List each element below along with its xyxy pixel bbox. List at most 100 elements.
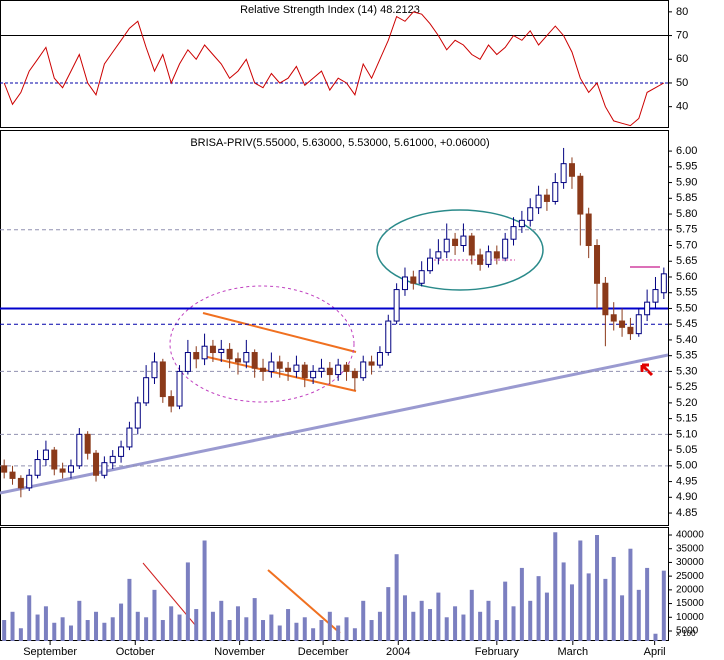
volume-bar: [177, 614, 182, 641]
candle-body: [234, 358, 241, 363]
volume-bar: [620, 595, 625, 641]
y-tick-label: 5.50: [676, 302, 697, 314]
volume-bar: [27, 595, 32, 641]
y-tick-label: 5.80: [676, 208, 697, 220]
y-tick-label: 5.20: [676, 397, 697, 409]
candle-body: [543, 194, 550, 202]
candle-body: [218, 348, 225, 354]
rsi-panel: [0, 0, 669, 128]
candle-body: [468, 235, 475, 256]
y-tick-label: 5.05: [676, 444, 697, 456]
volume-bar: [18, 628, 23, 641]
y-tick-label: 5.35: [676, 350, 697, 362]
candle-body: [310, 370, 317, 379]
volume-bar: [277, 625, 282, 641]
candle-body: [301, 364, 308, 379]
volume-bar: [428, 609, 433, 641]
volume-bar: [578, 540, 583, 641]
volume-bar: [377, 611, 382, 641]
candle-body: [535, 194, 542, 209]
volume-bar: [511, 606, 516, 641]
candle-body: [585, 213, 592, 247]
trend-line: [0, 353, 669, 495]
y-tick-label: 4.95: [676, 475, 697, 487]
pattern-ellipse: [376, 209, 544, 291]
candle-body: [243, 352, 250, 363]
candle-body: [660, 273, 667, 294]
candle-body: [34, 459, 41, 476]
candle-body: [67, 465, 74, 473]
y-tick-label: 20000: [676, 584, 704, 595]
candle-body: [644, 301, 651, 316]
y-tick-label: 5.45: [676, 318, 697, 330]
y-tick-label: 4.90: [676, 491, 697, 503]
candle-body: [193, 352, 200, 360]
price-panel: [0, 130, 669, 526]
volume-bar: [43, 606, 48, 641]
volume-bar: [653, 633, 658, 641]
volume-bar: [586, 573, 591, 641]
candle-body: [627, 326, 634, 335]
candle-body: [251, 352, 258, 369]
y-tick-label: 5000: [676, 626, 699, 637]
volume-bar: [286, 609, 291, 641]
y-tick-label: 70: [676, 29, 688, 41]
volume-bar: [269, 614, 274, 641]
volume-bar: [611, 556, 616, 641]
candle-body: [260, 367, 267, 372]
price-title: BRISA-PRIV(5.55000, 5.63000, 5.53000, 5.…: [190, 137, 489, 149]
candle-body: [493, 251, 500, 259]
channel-upper: [202, 312, 357, 353]
candle-body: [602, 282, 609, 316]
volume-bar: [603, 578, 608, 641]
candle-body: [594, 245, 601, 284]
y-tick-label: 5.85: [676, 192, 697, 204]
volume-bar: [628, 548, 633, 641]
volume-bar: [311, 628, 316, 641]
candle-body: [527, 207, 534, 221]
y-tick-label: 5.75: [676, 224, 697, 236]
y-tick-label: 40000: [676, 530, 704, 541]
volume-bar: [110, 617, 115, 641]
volume-bar: [68, 625, 73, 641]
volume-bar: [569, 584, 574, 641]
volume-bar: [185, 562, 190, 641]
candle-body: [84, 433, 91, 454]
candle-body: [109, 455, 116, 464]
candle-body: [42, 449, 49, 461]
candle-body: [418, 270, 425, 284]
candle-body: [460, 235, 467, 247]
candle-body: [276, 361, 283, 369]
y-tick-label: 5.65: [676, 255, 697, 267]
y-tick-label: 10000: [676, 612, 704, 623]
candle-body: [360, 361, 367, 379]
candle-body: [427, 257, 434, 272]
candle-body: [368, 361, 375, 366]
volume-bar: [419, 600, 424, 641]
volume-bar: [85, 620, 90, 641]
candle-body: [17, 477, 24, 489]
candle-body: [159, 361, 166, 398]
candle-body: [485, 251, 492, 265]
volume-bar: [252, 598, 257, 641]
y-tick-label: 4.85: [676, 507, 697, 519]
candle-body: [401, 276, 408, 291]
volume-bar: [561, 562, 566, 641]
y-tick-label: 30000: [676, 557, 704, 568]
volume-bar: [469, 589, 474, 641]
volume-bar: [94, 611, 99, 641]
volume-bar: [453, 606, 458, 641]
volume-bar: [661, 570, 666, 641]
candle-body: [51, 449, 58, 470]
volume-bar: [127, 578, 132, 641]
volume-bar: [160, 620, 165, 641]
candle-body: [293, 364, 300, 372]
y-tick-label: 5.30: [676, 365, 697, 377]
candle-body: [101, 462, 108, 476]
volume-bar: [394, 554, 399, 641]
candle-body: [285, 367, 292, 372]
volume-bar: [503, 581, 508, 641]
y-tick-label: 35000: [676, 543, 704, 554]
volume-bar: [344, 617, 349, 641]
